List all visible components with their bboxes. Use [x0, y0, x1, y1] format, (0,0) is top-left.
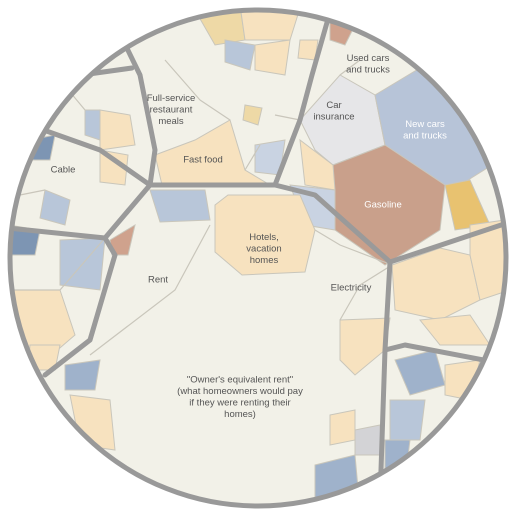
- region-label: Gasoline: [364, 200, 402, 211]
- region-label: vacation: [246, 244, 281, 255]
- cell: [329, 409, 356, 446]
- region-label: Cable: [51, 165, 76, 176]
- cell: [339, 317, 391, 376]
- region-label: Car: [326, 100, 341, 111]
- cell: [314, 454, 361, 506]
- region-label: "Owner's equivalent rent": [187, 374, 293, 385]
- outer-circle: [7, 7, 509, 509]
- cell: [354, 424, 383, 456]
- region-label: restaurant: [150, 105, 193, 116]
- region-label: homes: [250, 255, 279, 266]
- region-wall: [272, 10, 333, 188]
- cell: [224, 39, 256, 71]
- region-label: Electricity: [331, 283, 372, 294]
- cell: [99, 109, 136, 151]
- region-label: and trucks: [403, 130, 447, 141]
- cell: [64, 359, 101, 391]
- region-label: homes): [224, 409, 256, 420]
- cell: [254, 39, 291, 76]
- region-wall: [42, 235, 118, 378]
- region-label: Hotels,: [249, 232, 279, 243]
- cell: [469, 219, 506, 301]
- region-label: and trucks: [346, 64, 390, 75]
- region-wall: [35, 125, 153, 188]
- region-label: Fast food: [183, 155, 223, 166]
- region-label: insurance: [313, 111, 354, 122]
- cell: [242, 104, 263, 126]
- region-wall: [382, 259, 506, 368]
- region-wall: [119, 35, 158, 188]
- cell: [39, 189, 71, 226]
- cell: [389, 399, 426, 441]
- region-label: if they were renting their: [189, 397, 290, 408]
- region-label: New cars: [405, 119, 445, 130]
- cell: [84, 109, 101, 141]
- cell: [99, 149, 129, 186]
- region-label: Used cars: [347, 53, 390, 64]
- region-label: Rent: [148, 275, 168, 286]
- cell: [214, 194, 316, 276]
- cell: [384, 439, 411, 481]
- region-label: Full-service: [147, 93, 196, 104]
- region-label: (what homeowners would pay: [177, 386, 303, 397]
- region-label: meals: [158, 116, 184, 127]
- cell: [149, 189, 211, 223]
